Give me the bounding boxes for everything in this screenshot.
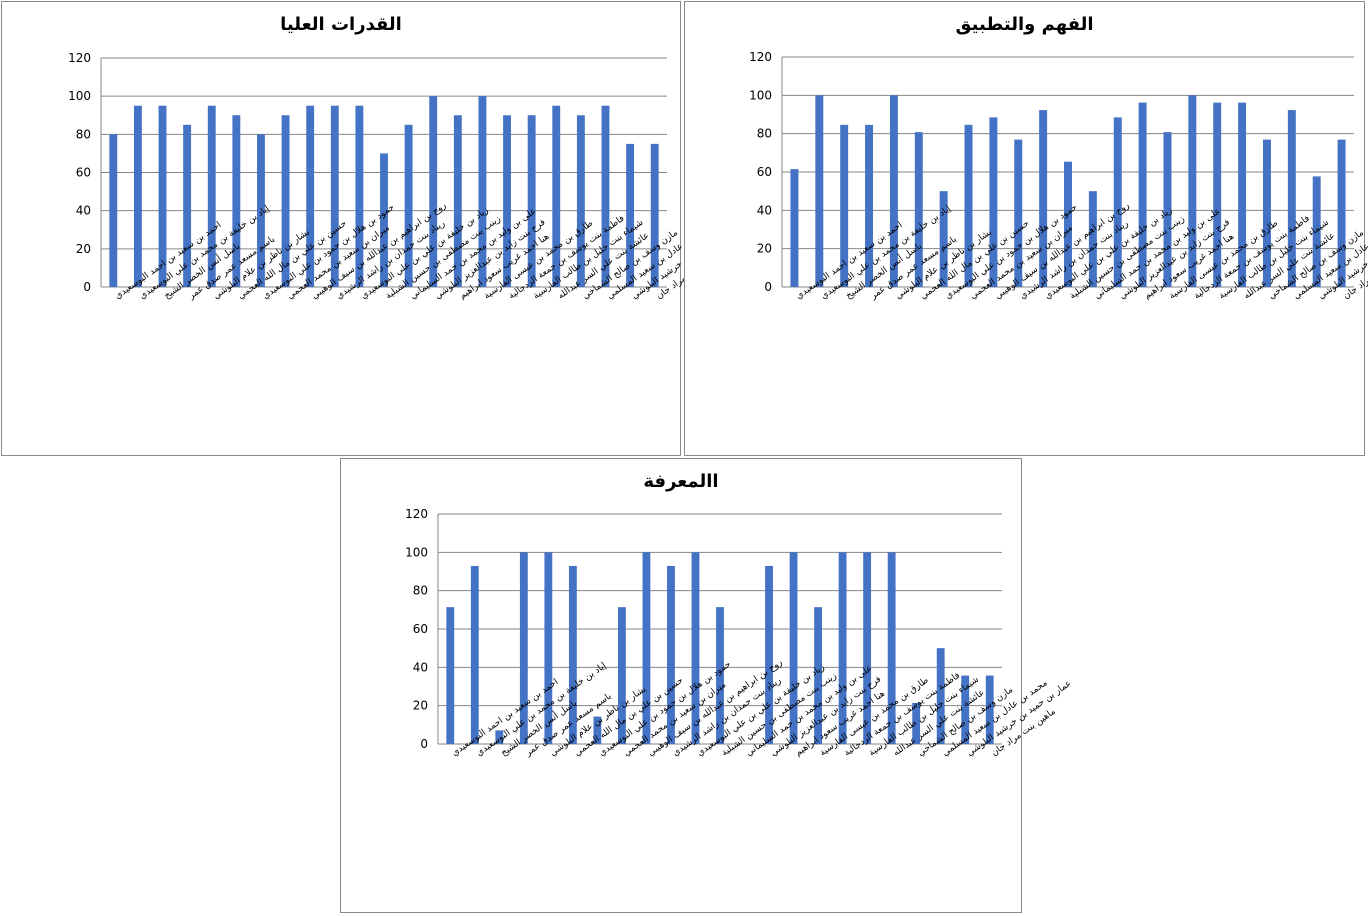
bar	[667, 565, 675, 744]
y-tick-label: 60	[757, 165, 772, 179]
bar	[380, 153, 388, 287]
bar	[593, 716, 602, 744]
bar	[840, 124, 849, 287]
y-tick-label: 0	[764, 280, 772, 294]
y-tick-label: 0	[83, 280, 91, 294]
bar	[1113, 117, 1122, 287]
chart-panel-knowledge: االمعرفة 0 20 40 60 80 100 120 احمد بن سعيد بن …	[340, 458, 1073, 913]
bar	[626, 143, 635, 287]
bar	[183, 124, 192, 288]
bar	[446, 607, 455, 744]
bar	[552, 105, 561, 287]
bar	[1287, 110, 1296, 287]
bar	[838, 552, 847, 744]
bar	[306, 105, 315, 287]
y-tick-label: 120	[68, 51, 91, 65]
y-tick-label: 100	[405, 545, 428, 559]
bar	[789, 552, 798, 744]
bar	[1262, 139, 1271, 287]
bar	[404, 124, 413, 288]
y-tick-label: 120	[749, 50, 772, 64]
bar	[617, 607, 626, 744]
bar	[330, 105, 339, 287]
bar	[1238, 102, 1247, 287]
bar	[281, 115, 290, 287]
bar	[863, 552, 872, 744]
y-tick-label: 40	[757, 203, 772, 217]
bar	[642, 552, 651, 744]
bar	[158, 105, 167, 287]
y-tick-label: 120	[405, 507, 428, 521]
bar	[1312, 176, 1321, 287]
y-tick-label: 0	[420, 737, 428, 751]
bar	[1064, 161, 1072, 287]
bar	[765, 565, 773, 744]
bar	[650, 143, 659, 287]
y-tick-label: 80	[757, 127, 772, 141]
y-tick-label: 20	[76, 242, 91, 256]
y-tick-label: 40	[76, 204, 91, 218]
bar	[544, 552, 553, 744]
bar	[790, 169, 799, 287]
bar	[939, 191, 948, 287]
bar	[568, 565, 577, 744]
y-tick-label: 40	[413, 660, 428, 674]
bar	[912, 702, 921, 744]
bar	[1213, 102, 1222, 287]
bar	[257, 134, 265, 287]
bar	[453, 115, 462, 287]
bar	[814, 607, 823, 744]
y-tick-label: 100	[68, 89, 91, 103]
chart-panel-higher-abilities: القدرات العليا 0 20 40 60 80 100 120 احمد بن سع…	[1, 1, 738, 456]
y-tick-label: 100	[749, 88, 772, 102]
bar	[1138, 102, 1147, 287]
chart-title: الفهم والتطبيق	[955, 14, 1094, 35]
bar	[889, 95, 898, 287]
bar	[961, 675, 970, 744]
bar	[1337, 139, 1346, 287]
bar	[691, 552, 700, 744]
bar	[1088, 191, 1097, 287]
bar	[1188, 95, 1197, 287]
y-tick-label: 60	[413, 622, 428, 636]
bar	[887, 552, 896, 744]
chart-panel-understanding-application: الفهم والتطبيق 0 20 40 60 80 100 120 احمد بن سع…	[684, 1, 1368, 456]
bar	[470, 565, 479, 744]
bar	[1039, 110, 1048, 287]
chart-title: القدرات العليا	[280, 14, 402, 35]
bar	[865, 124, 874, 287]
y-tick-label: 20	[757, 242, 772, 256]
bar	[815, 95, 824, 287]
bar	[601, 105, 610, 287]
y-tick-label: 80	[76, 127, 91, 141]
bar	[519, 552, 528, 744]
y-tick-label: 60	[76, 166, 91, 180]
bar	[1163, 132, 1172, 287]
chart-title: االمعرفة	[643, 471, 719, 492]
bar	[355, 105, 364, 287]
bar	[914, 132, 923, 287]
bar	[936, 648, 945, 744]
bar	[716, 607, 724, 744]
y-tick-label: 80	[413, 584, 428, 598]
bar	[1014, 139, 1023, 287]
bar	[985, 675, 994, 744]
bar	[989, 117, 998, 287]
bar	[429, 96, 438, 288]
bar	[109, 134, 118, 287]
bar	[503, 115, 511, 287]
bar	[232, 115, 241, 287]
bar	[207, 105, 216, 287]
bar	[964, 124, 973, 287]
bar	[133, 105, 142, 287]
y-tick-label: 20	[413, 699, 428, 713]
bar	[495, 730, 504, 744]
bar	[478, 96, 487, 288]
bar	[576, 115, 585, 287]
bar	[527, 115, 536, 287]
